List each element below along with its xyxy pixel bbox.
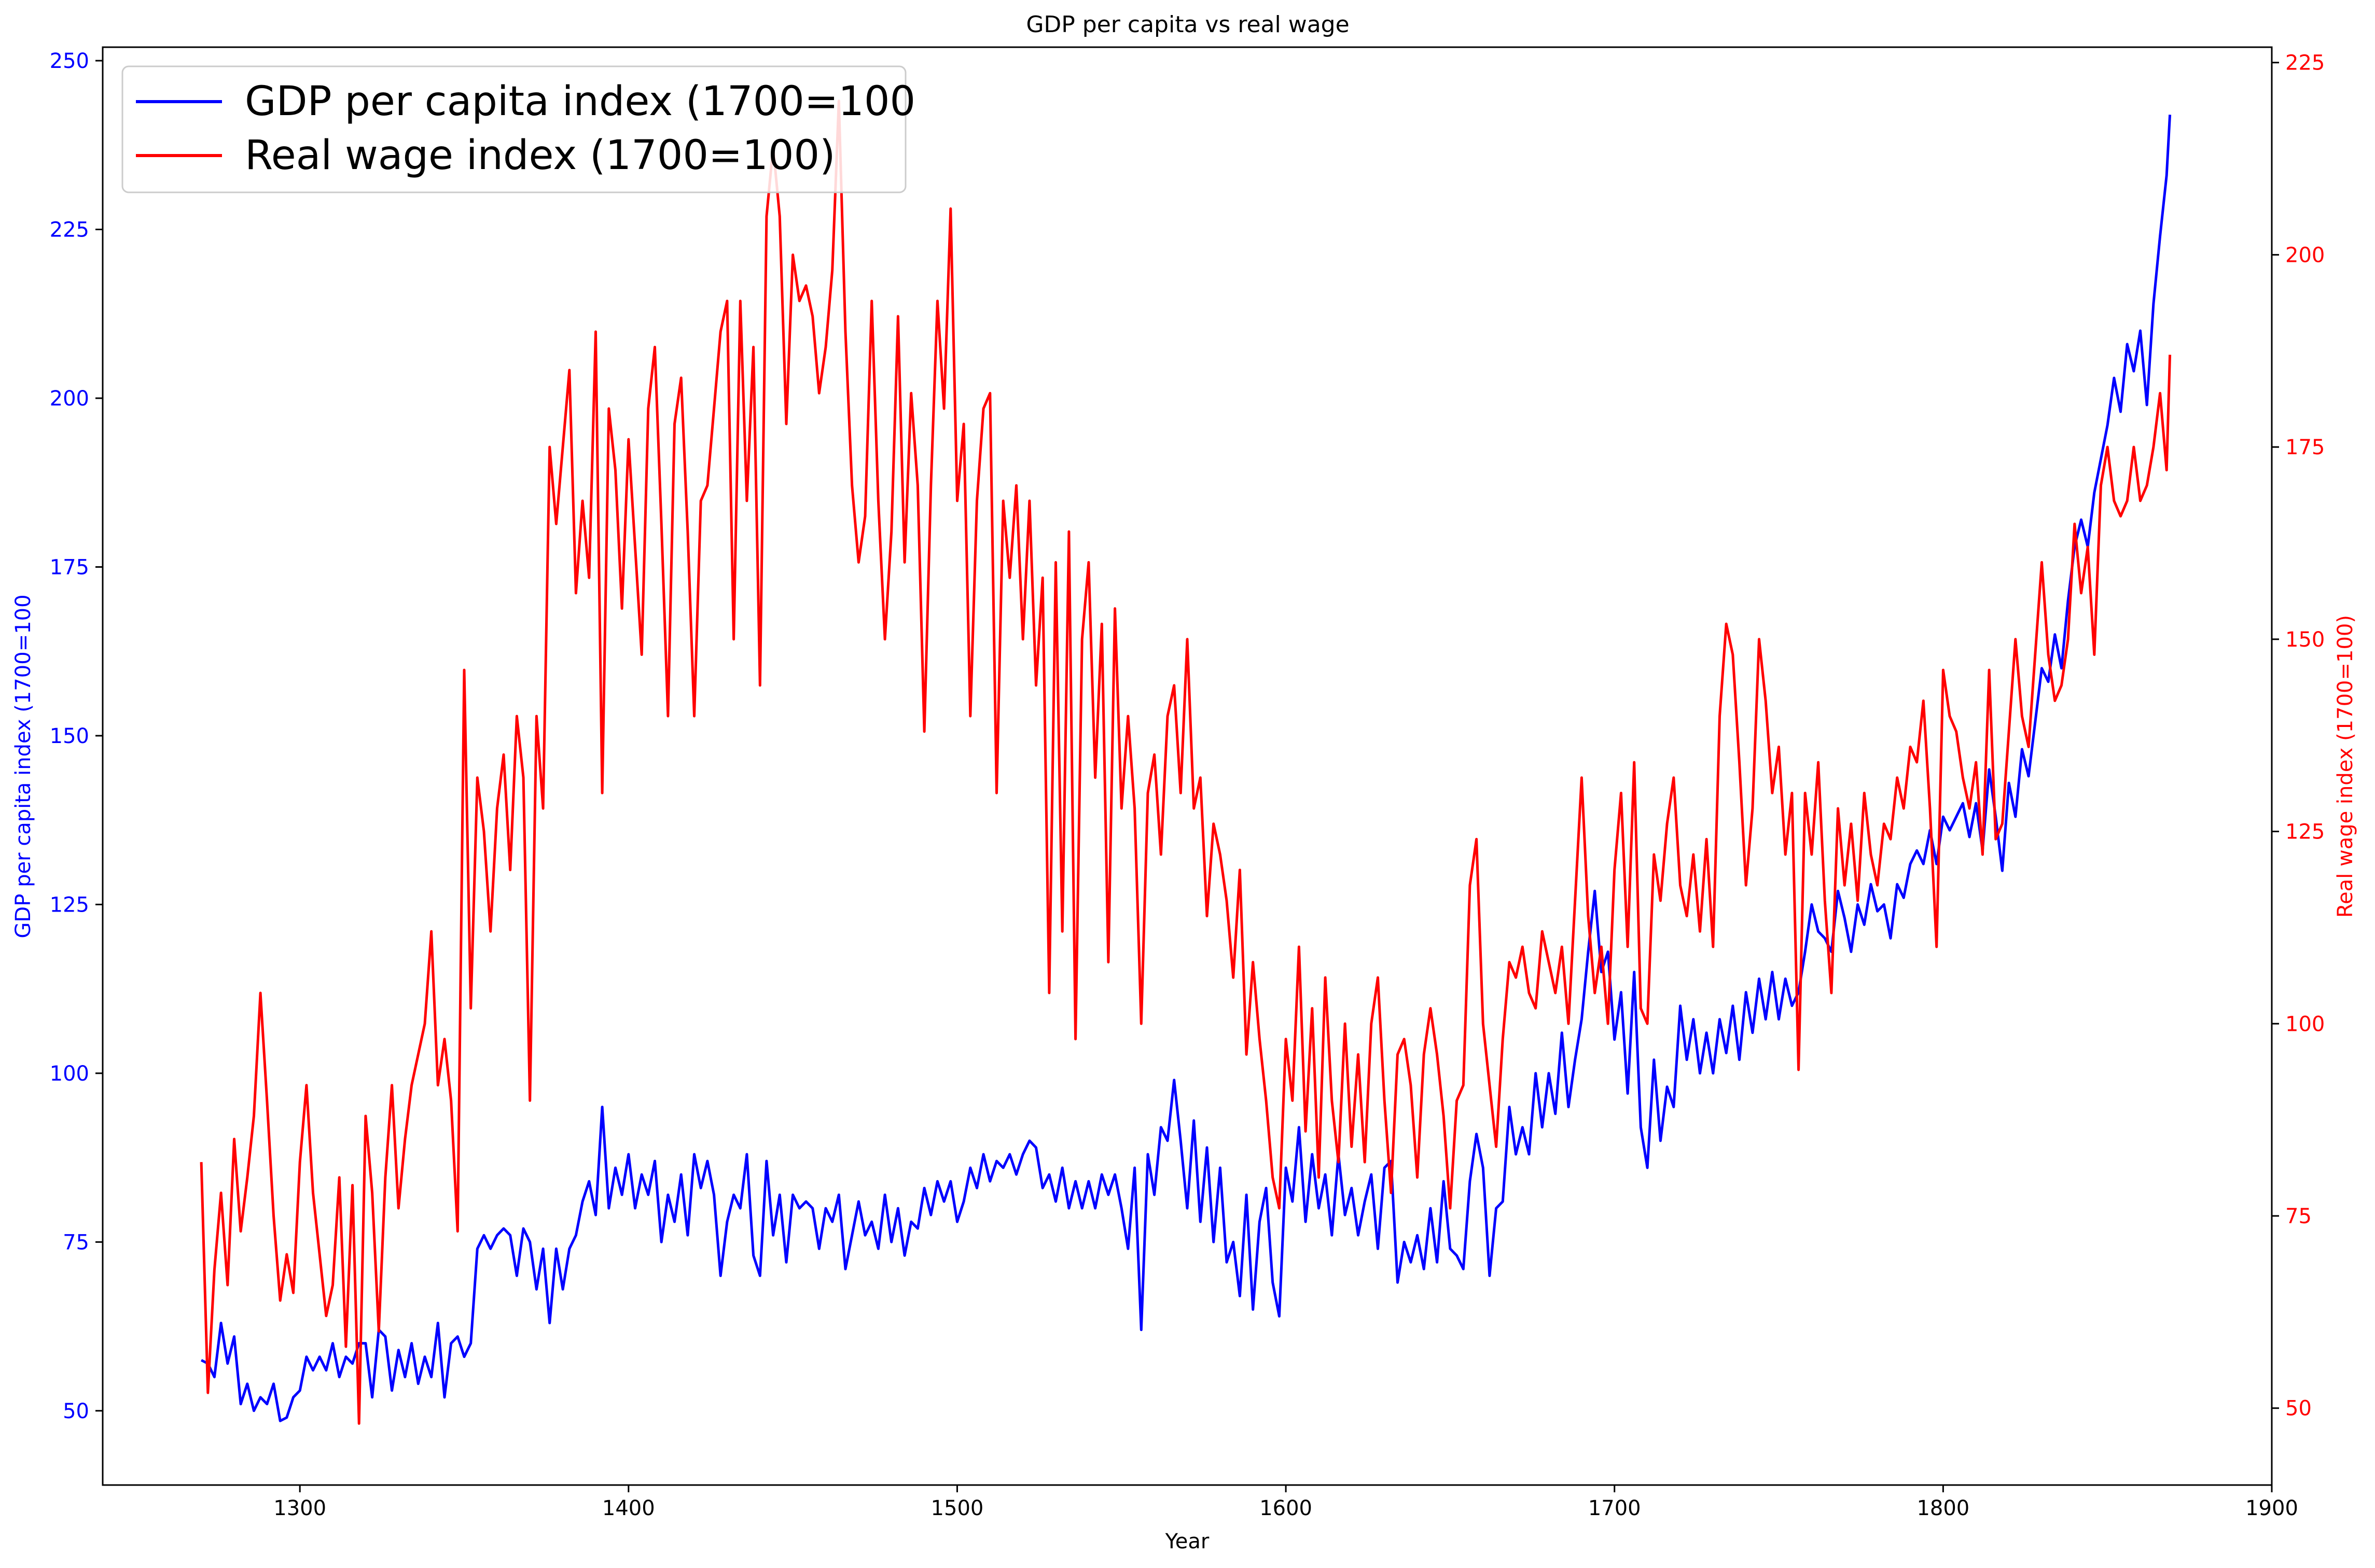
left-y-tick-label: 150: [50, 724, 89, 748]
left-y-tick-label: 175: [50, 555, 89, 579]
right-y-tick-label: 200: [2285, 243, 2325, 267]
legend: GDP per capita index (1700=100 Real wage…: [121, 65, 915, 193]
left-y-tick-label: 100: [50, 1062, 89, 1086]
legend-label-real-wage: Real wage index (1700=100): [245, 132, 836, 179]
right-y-axis-label: Real wage index (1700=100): [2334, 615, 2357, 918]
right-y-tick-label: 125: [2285, 820, 2325, 844]
left-y-tick-label: 200: [50, 387, 89, 411]
x-axis-label: Year: [1165, 1530, 1210, 1553]
series-line-gdp: [200, 115, 2172, 1422]
x-tick-label: 1300: [273, 1496, 326, 1520]
left-y-tick-label: 250: [50, 49, 89, 73]
right-y-tick-label: 100: [2285, 1012, 2325, 1036]
left-y-tick-label: 75: [63, 1230, 89, 1254]
right-y-axis: 50 75 100 125 150 175 200 225: [2272, 51, 2325, 1421]
left-y-tick-label: 50: [63, 1399, 89, 1423]
left-y-tick-label: 225: [50, 218, 89, 242]
left-y-axis: 50 75 100 125 150 175 200 225 250: [50, 49, 103, 1423]
right-y-tick-label: 150: [2285, 628, 2325, 652]
x-tick-label: 1500: [931, 1496, 984, 1520]
plot-frame: [102, 46, 2273, 1486]
left-y-axis-label: GDP per capita index (1700=100: [11, 594, 35, 938]
legend-label-gdp: GDP per capita index (1700=100: [245, 78, 915, 125]
chart-title: GDP per capita vs real wage: [1026, 11, 1349, 38]
x-tick-label: 1400: [602, 1496, 655, 1520]
right-y-tick-label: 225: [2285, 51, 2325, 75]
x-tick-label: 1600: [1259, 1496, 1312, 1520]
x-axis: 1300 1400 1500 1600 1700 1800 1900: [273, 1485, 2298, 1520]
right-y-tick-label: 50: [2285, 1397, 2312, 1421]
legend-box: [121, 65, 907, 193]
plot-area: [200, 100, 2172, 1425]
right-y-tick-label: 175: [2285, 436, 2325, 459]
x-tick-label: 1800: [1916, 1496, 1969, 1520]
x-tick-label: 1700: [1588, 1496, 1641, 1520]
series-line-real-wage: [200, 100, 2172, 1425]
x-tick-label: 1900: [2245, 1496, 2298, 1520]
left-y-tick-label: 125: [50, 893, 89, 917]
right-y-tick-label: 75: [2285, 1205, 2312, 1228]
